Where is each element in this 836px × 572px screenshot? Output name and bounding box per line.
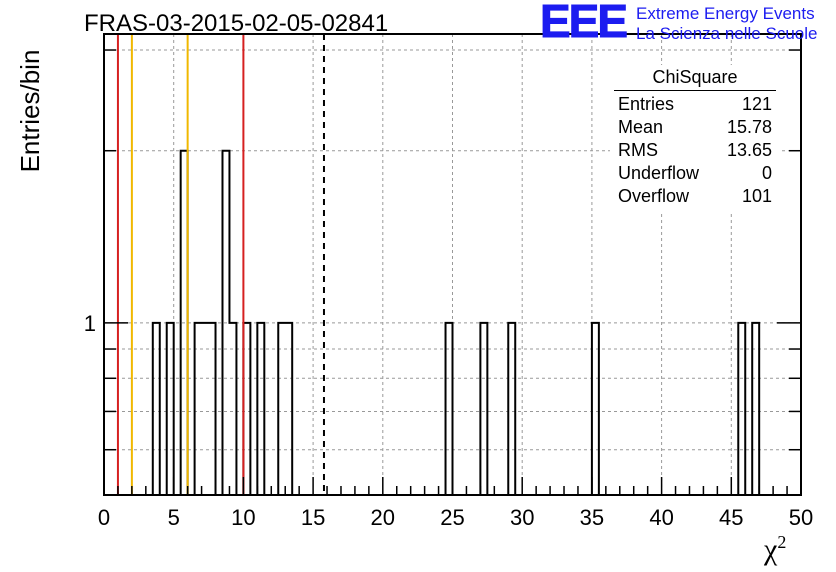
logo-line-2: La Scienza nelle Scuole bbox=[636, 24, 818, 43]
y-axis-label: Entries/bin bbox=[15, 49, 45, 173]
stats-row-entries: Entries 121 bbox=[618, 94, 772, 114]
stats-row-overflow: Overflow 101 bbox=[618, 186, 772, 206]
x-tick-label: 0 bbox=[98, 505, 110, 530]
x-tick-label: 25 bbox=[440, 505, 464, 530]
stats-row-rms: RMS 13.65 bbox=[618, 140, 772, 160]
x-tick-label: 10 bbox=[231, 505, 255, 530]
x-tick-label: 50 bbox=[789, 505, 813, 530]
stats-row-underflow: Underflow 0 bbox=[618, 163, 772, 183]
logo-line-1: Extreme Energy Events bbox=[636, 4, 815, 23]
x-tick-label: 40 bbox=[649, 505, 673, 530]
x-tick-label: 20 bbox=[371, 505, 395, 530]
y-tick-label: 1 bbox=[84, 311, 96, 336]
eee-logo: EEE Extreme Energy Events La Scienza nel… bbox=[539, 0, 830, 48]
histogram-bars bbox=[151, 149, 761, 495]
x-tick-label: 5 bbox=[168, 505, 180, 530]
stats-divider bbox=[614, 90, 776, 91]
x-tick-label: 30 bbox=[510, 505, 534, 530]
chart-title: FRAS-03-2015-02-05-02841 bbox=[84, 10, 389, 37]
stats-row-mean: Mean 15.78 bbox=[618, 117, 772, 137]
stats-title: ChiSquare bbox=[652, 67, 738, 87]
x-axis-label: χ2 bbox=[764, 532, 787, 566]
x-tick-label: 15 bbox=[301, 505, 325, 530]
eee-logo-mark: EEE bbox=[539, 0, 628, 48]
stats-box: ChiSquare Entries 121 Mean 15.78 RMS 13.65 … bbox=[610, 65, 780, 211]
x-tick-label: 35 bbox=[580, 505, 604, 530]
x-tick-label: 45 bbox=[719, 505, 743, 530]
